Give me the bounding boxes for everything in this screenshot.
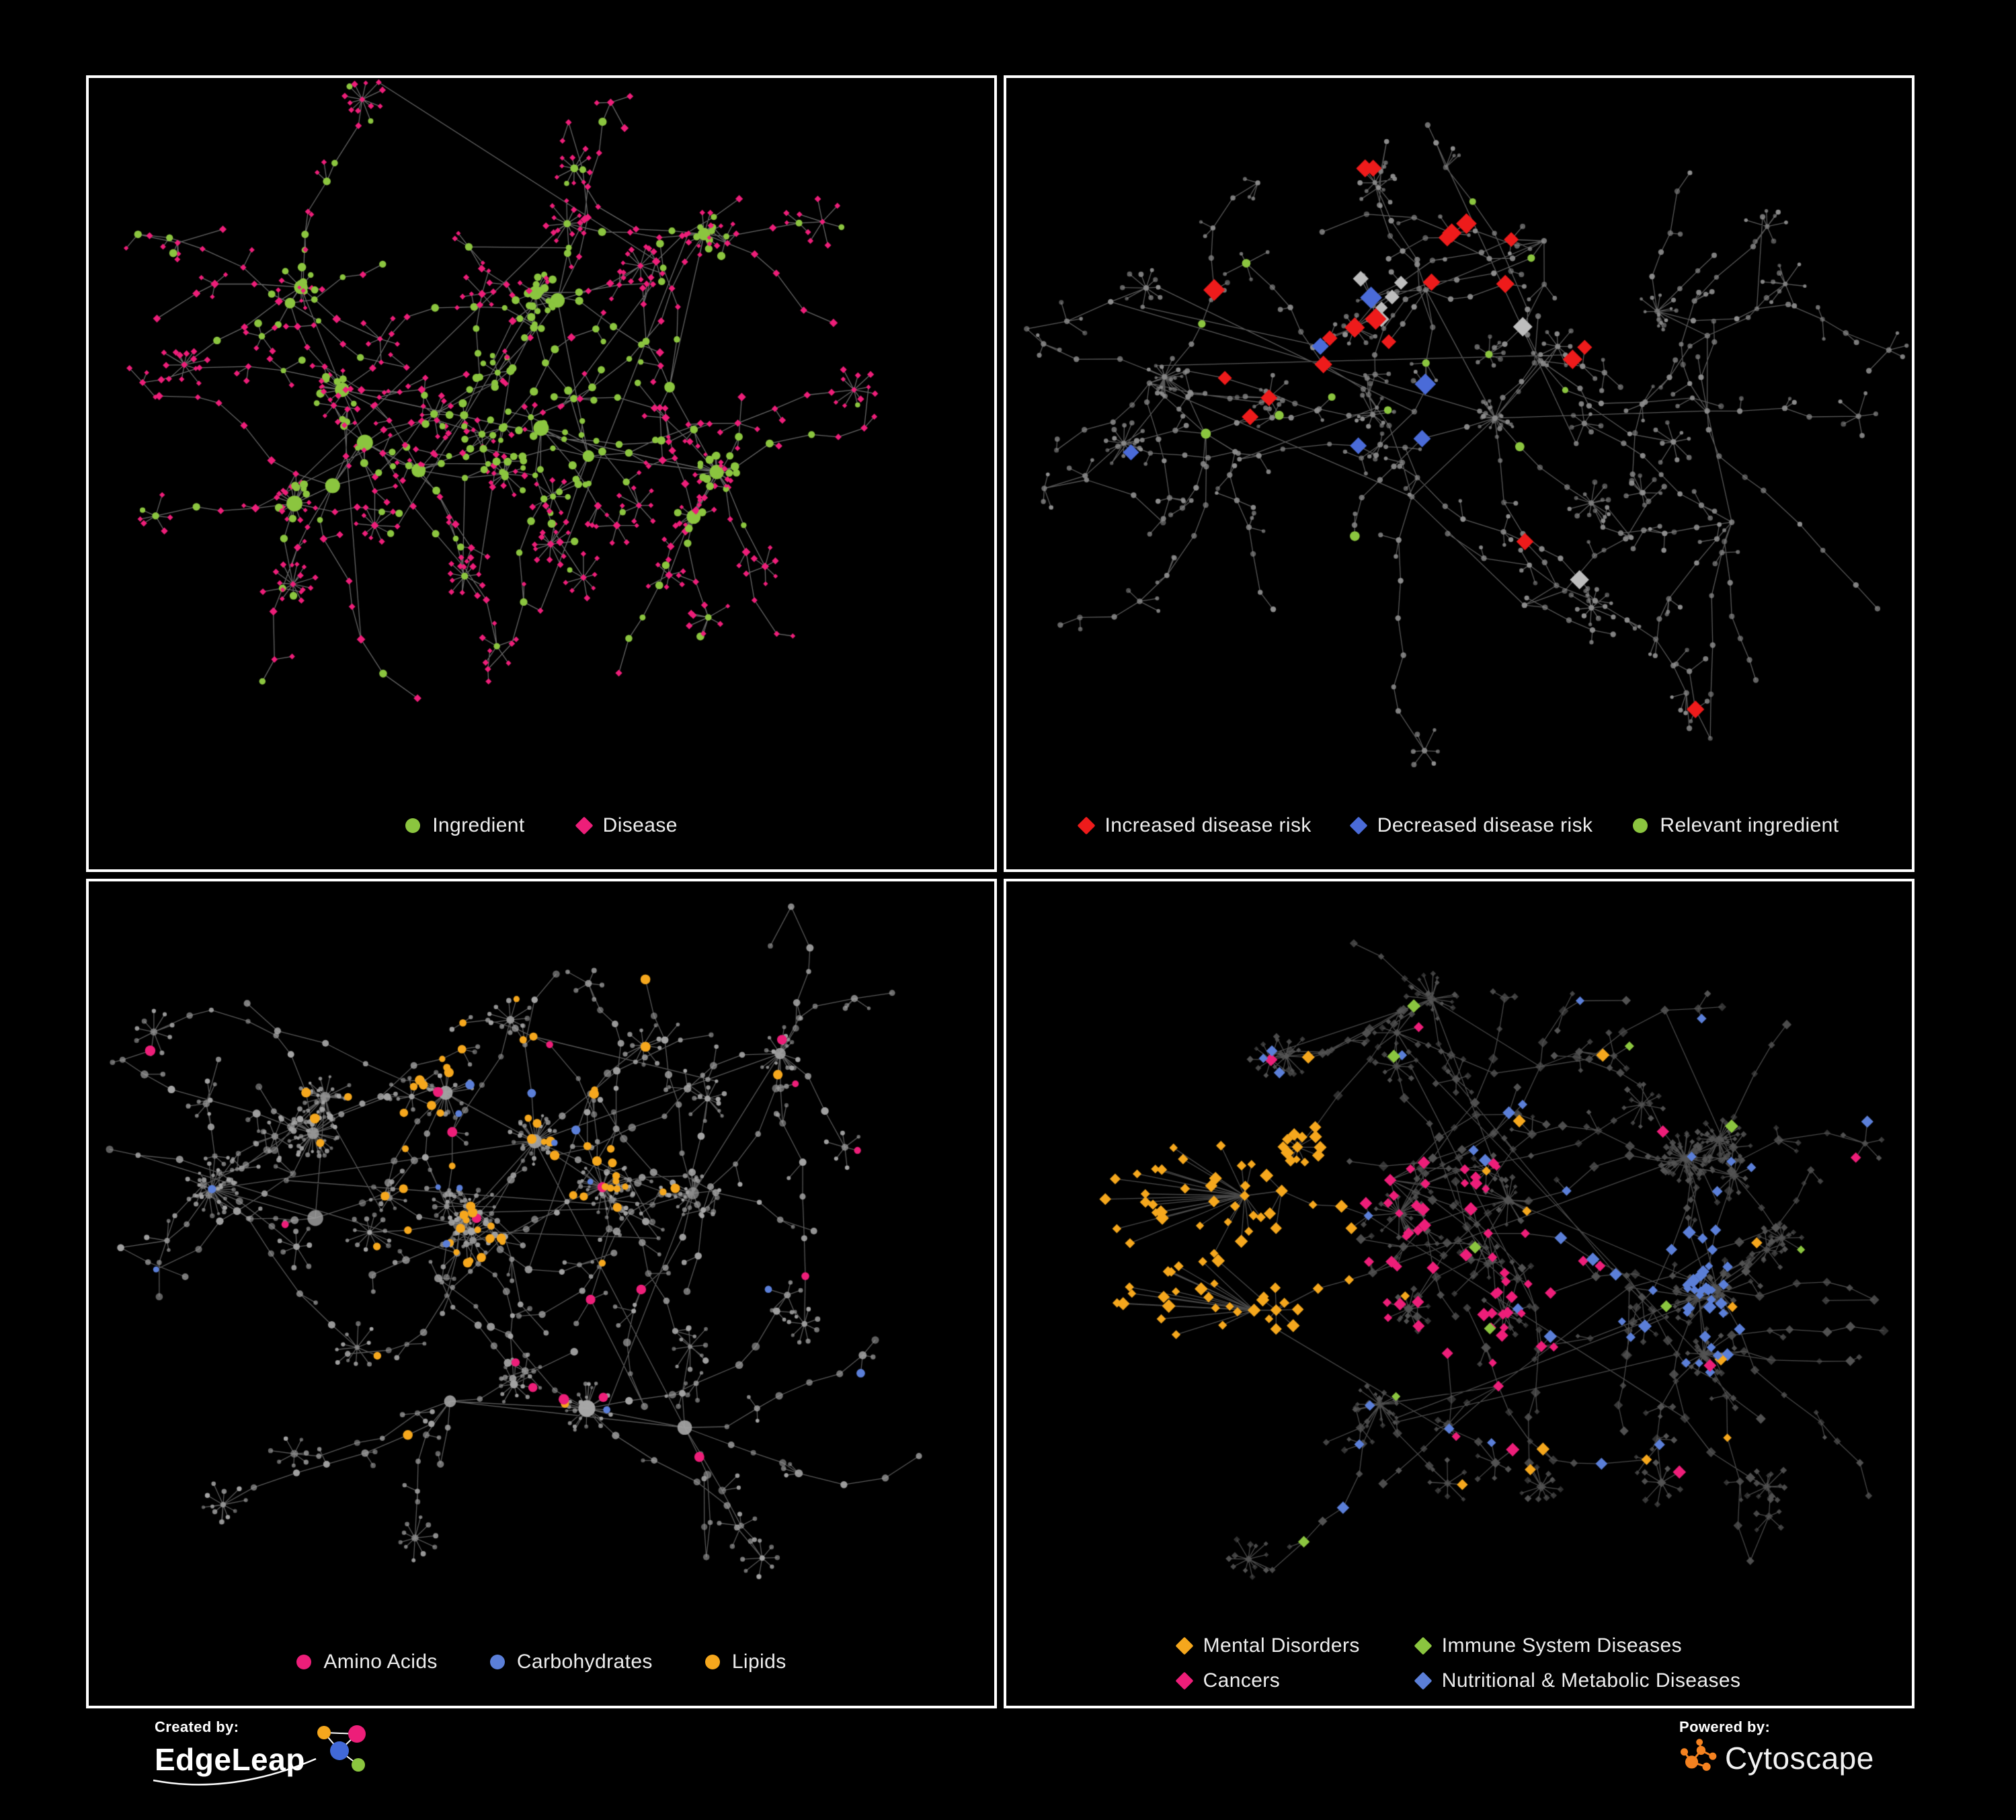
disease-diamond-icon: [575, 816, 594, 835]
edgeleap-brand: EdgeLeap: [155, 1725, 374, 1780]
carbohydrates-circle-icon: [489, 1655, 505, 1669]
legend-label-cancers: Cancers: [1203, 1669, 1281, 1692]
created-by-label: Created by:: [155, 1718, 239, 1735]
panel-macronutrients: Amino Acids Carbohydrates Lipids: [86, 879, 997, 1708]
cytoscape-logo-icon: [1681, 1739, 1717, 1771]
legend-item-relevant-ingredient: Relevant ingredient: [1633, 814, 1839, 837]
legend-item-carbohydrates: Carbohydrates: [489, 1651, 653, 1673]
legend-label-amino-acids: Amino Acids: [323, 1651, 438, 1673]
edgeleap-molecule-icon: [317, 1725, 366, 1772]
legend-label-mental-disorders: Mental Disorders: [1203, 1634, 1360, 1657]
legend-item-disease: Disease: [575, 814, 678, 837]
legend-label-ingredient: Ingredient: [432, 814, 525, 836]
legend-ingredient-disease: Ingredient Disease: [89, 814, 994, 837]
legend-item-immune-system-diseases: Immune System Diseases: [1414, 1634, 1741, 1657]
figure-root: Ingredient Disease Increased disease ris…: [86, 75, 1914, 1708]
disease-class-network-canvas: [1006, 881, 1912, 1591]
increased-risk-diamond-icon: [1077, 816, 1095, 835]
ingredient-disease-network-canvas: [89, 78, 994, 779]
macronutrient-network-canvas: [89, 881, 994, 1605]
legend-item-cancers: Cancers: [1175, 1669, 1360, 1692]
ingredient-circle-icon: [405, 818, 421, 833]
legend-label-relevant-ingredient: Relevant ingredient: [1660, 814, 1839, 836]
panel-disease-classes: Mental Disorders Immune System Diseases …: [1004, 879, 1914, 1708]
legend-item-ingredient: Ingredient: [405, 814, 524, 837]
edgeleap-wordmark: EdgeLeap: [155, 1742, 305, 1777]
relevant-ingredient-circle-icon: [1633, 818, 1648, 833]
amino-acids-circle-icon: [296, 1655, 312, 1669]
disease-risk-network-canvas: [1006, 78, 1912, 779]
legend-label-nutritional-metabolic-diseases: Nutritional & Metabolic Diseases: [1441, 1669, 1741, 1692]
legend-label-lipids: Lipids: [731, 1651, 787, 1673]
legend-label-carbohydrates: Carbohydrates: [516, 1651, 653, 1673]
legend-item-amino-acids: Amino Acids: [296, 1651, 437, 1673]
legend-label-immune-system-diseases: Immune System Diseases: [1441, 1634, 1682, 1657]
panel-disease-risk: Increased disease risk Decreased disease…: [1004, 75, 1914, 872]
nutritional-metabolic-diseases-diamond-icon: [1414, 1671, 1433, 1690]
powered-by-label: Powered by:: [1679, 1718, 1771, 1735]
legend-item-lipids: Lipids: [704, 1651, 787, 1673]
panel-ingredient-disease: Ingredient Disease: [86, 75, 997, 872]
legend-item-decreased-risk: Decreased disease risk: [1349, 814, 1593, 837]
lipids-circle-icon: [704, 1655, 720, 1669]
immune-system-diseases-diamond-icon: [1414, 1636, 1433, 1655]
legend-label-disease: Disease: [602, 814, 678, 836]
cancers-diamond-icon: [1175, 1671, 1194, 1690]
decreased-risk-diamond-icon: [1349, 816, 1368, 835]
legend-item-mental-disorders: Mental Disorders: [1175, 1634, 1360, 1657]
footer-powered-by: Powered by: Cytoscape: [1679, 1718, 1874, 1778]
footer-created-by: Created by: EdgeLeap: [153, 1718, 374, 1786]
cytoscape-brand: Cytoscape: [1679, 1739, 1874, 1778]
legend-item-nutritional-metabolic-diseases: Nutritional & Metabolic Diseases: [1414, 1669, 1741, 1692]
legend-label-increased-risk: Increased disease risk: [1104, 814, 1312, 836]
legend-macronutrients: Amino Acids Carbohydrates Lipids: [89, 1651, 994, 1673]
cytoscape-wordmark: Cytoscape: [1725, 1741, 1874, 1776]
legend-label-decreased-risk: Decreased disease risk: [1377, 814, 1593, 836]
mental-disorders-diamond-icon: [1175, 1636, 1194, 1655]
legend-disease-risk: Increased disease risk Decreased disease…: [1006, 814, 1912, 837]
legend-item-increased-risk: Increased disease risk: [1077, 814, 1312, 837]
legend-disease-classes: Mental Disorders Immune System Diseases …: [1006, 1634, 1912, 1692]
